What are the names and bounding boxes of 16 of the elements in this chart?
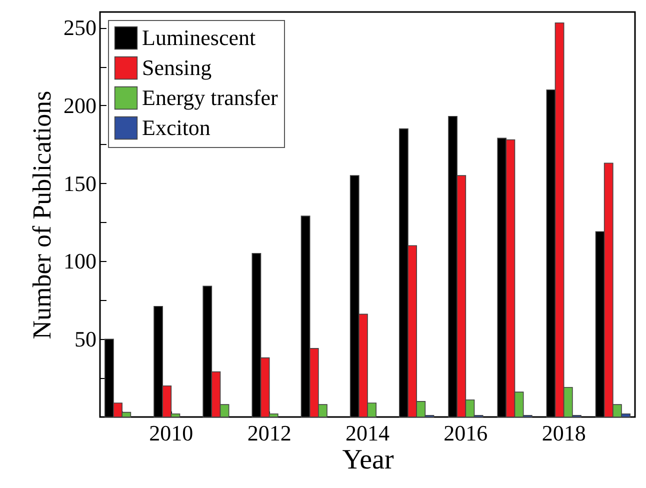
x-tick-label: 2012: [247, 420, 292, 446]
y-tick-label: 50: [74, 326, 96, 352]
x-tick-label: 2018: [542, 420, 586, 446]
x-tick-label: 2010: [149, 420, 194, 446]
legend-label: Exciton: [142, 115, 210, 140]
x-tick-label: 2014: [346, 420, 390, 446]
legend-label: Sensing: [142, 55, 212, 80]
x-tick-label: 2016: [444, 420, 488, 446]
legend-label: Energy transfer: [142, 85, 278, 110]
x-axis-title: Year: [342, 444, 394, 476]
legend-label: Luminescent: [142, 25, 256, 50]
y-tick-label: 150: [64, 170, 96, 196]
y-tick-label: 250: [64, 15, 96, 40]
y-tick-label: 100: [64, 248, 96, 274]
y-tick-label: 200: [64, 92, 96, 118]
y-axis-title: Number of Publications: [28, 90, 56, 340]
